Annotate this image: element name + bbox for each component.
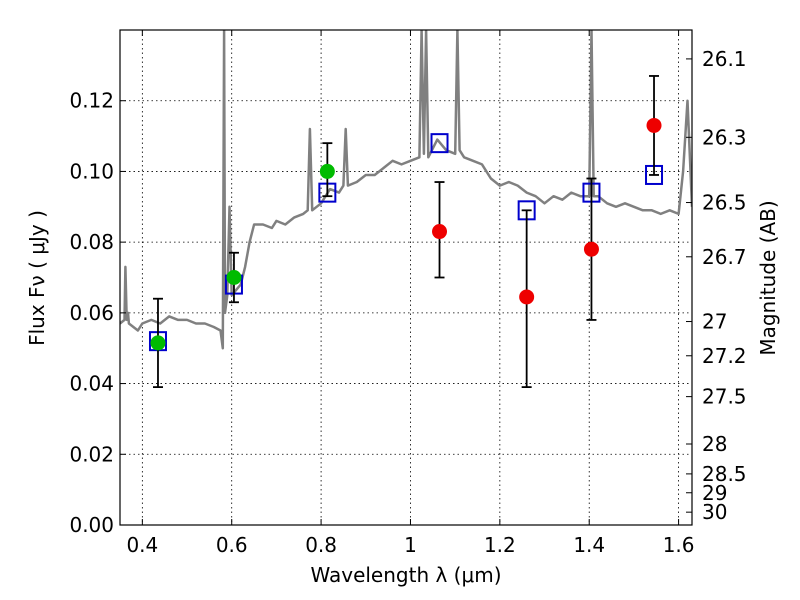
- right-tick-label: 26.5: [702, 191, 747, 215]
- y-axis-right-label: Magnitude (AB): [756, 200, 780, 355]
- x-tick-label: 0.4: [126, 533, 158, 557]
- x-tick-label: 1.4: [573, 533, 605, 557]
- x-tick-label: 0.8: [305, 533, 337, 557]
- plot-area: [120, 30, 692, 389]
- y-tick-label: 0.02: [69, 442, 114, 466]
- right-tick-label: 26.3: [702, 125, 747, 149]
- model-photometry-square: [430, 133, 449, 154]
- observed-flux-point: [319, 163, 335, 179]
- y-axis-label: Flux Fν ( μJy ): [25, 210, 49, 346]
- grid: [120, 30, 692, 526]
- right-tick-label: 26.1: [702, 47, 747, 71]
- x-tick-label: 1.2: [484, 533, 516, 557]
- observed-flux-point: [432, 224, 448, 240]
- right-tick-label: 26.7: [702, 245, 747, 269]
- right-tick-label: 27: [702, 310, 727, 334]
- x-tick-label: 1.6: [663, 533, 695, 557]
- observed-flux-point: [583, 241, 599, 257]
- right-tick-label: 27.2: [702, 344, 747, 368]
- y-tick-label: 0.04: [69, 372, 114, 396]
- right-tick-label: 30: [702, 500, 727, 524]
- observed-flux-point: [646, 117, 662, 133]
- right-tick-label: 29: [702, 481, 727, 505]
- y-tick-label: 0.00: [69, 513, 114, 537]
- x-tick-label: 0.6: [216, 533, 248, 557]
- plot-frame: [119, 29, 693, 526]
- model-spectrum-line: [120, 30, 692, 350]
- y-tick-label: 0.12: [69, 89, 114, 113]
- right-tick-label: 28: [702, 432, 727, 456]
- y-tick-label: 0.08: [69, 230, 114, 254]
- right-tick-label: 28.5: [702, 462, 747, 486]
- y-tick-label: 0.10: [69, 159, 114, 183]
- x-axis-label: Wavelength λ (μm): [310, 563, 501, 587]
- y-tick-label: 0.06: [69, 301, 114, 325]
- observed-flux-point: [226, 270, 242, 285]
- axes-ticks: 0.4 0.6 0.8 1 1.2 1.4 1.6 0.00 0.02 0.04 0.06 0.08 0…: [69, 30, 747, 557]
- x-tick-label: 1: [404, 533, 417, 557]
- observed-flux-point: [519, 289, 535, 305]
- right-tick-label: 27.5: [702, 385, 747, 409]
- observed-flux-point: [150, 335, 166, 351]
